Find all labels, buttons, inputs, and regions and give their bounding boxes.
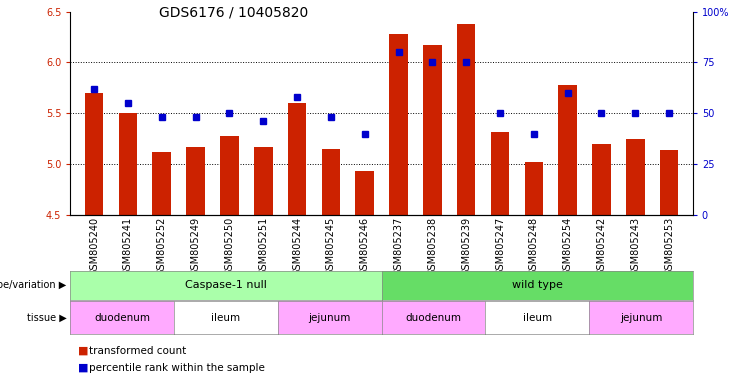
Text: duodenum: duodenum <box>94 313 150 323</box>
Bar <box>254 147 273 215</box>
Text: GDS6176 / 10405820: GDS6176 / 10405820 <box>159 6 308 20</box>
Bar <box>559 85 577 215</box>
Text: tissue ▶: tissue ▶ <box>27 313 67 323</box>
Bar <box>659 150 679 215</box>
Bar <box>84 93 104 215</box>
Bar <box>626 139 645 215</box>
Text: ■: ■ <box>78 363 88 373</box>
Bar <box>491 132 509 215</box>
Bar <box>457 24 476 215</box>
Text: ileum: ileum <box>522 313 552 323</box>
Text: transformed count: transformed count <box>89 346 186 356</box>
Text: duodenum: duodenum <box>405 313 462 323</box>
Bar <box>322 149 340 215</box>
Bar <box>186 147 205 215</box>
Bar <box>220 136 239 215</box>
Text: genotype/variation ▶: genotype/variation ▶ <box>0 280 67 290</box>
Text: ■: ■ <box>78 346 88 356</box>
Text: ileum: ileum <box>211 313 241 323</box>
Bar <box>423 45 442 215</box>
Text: Caspase-1 null: Caspase-1 null <box>185 280 267 290</box>
Bar <box>288 103 306 215</box>
Bar <box>153 152 171 215</box>
Text: percentile rank within the sample: percentile rank within the sample <box>89 363 265 373</box>
Bar <box>525 162 543 215</box>
Bar <box>389 34 408 215</box>
Bar <box>119 113 137 215</box>
Text: jejunum: jejunum <box>308 313 351 323</box>
Text: wild type: wild type <box>512 280 562 290</box>
Bar <box>592 144 611 215</box>
Text: jejunum: jejunum <box>619 313 662 323</box>
Bar <box>356 171 374 215</box>
